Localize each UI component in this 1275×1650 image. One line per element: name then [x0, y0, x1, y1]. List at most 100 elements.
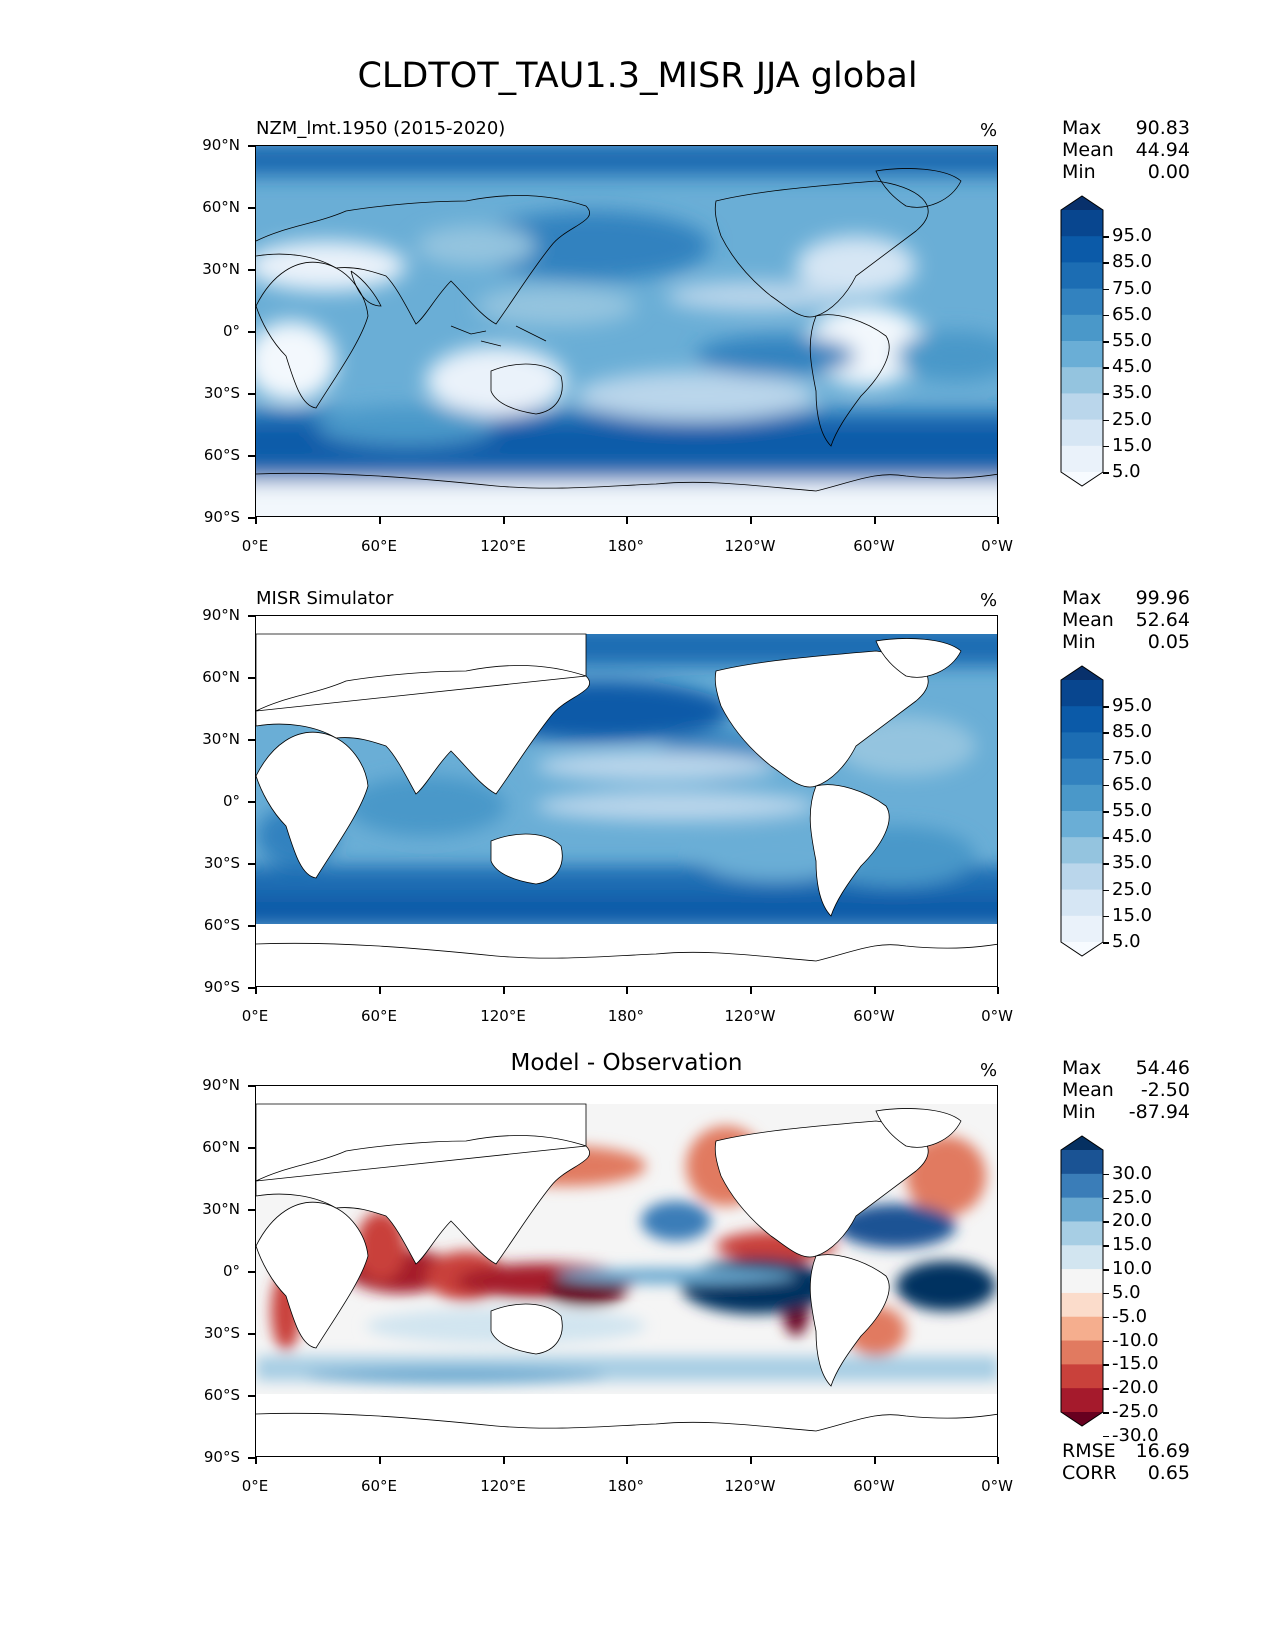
y-tick-mark — [248, 1085, 255, 1087]
x-tick-mark — [255, 987, 257, 994]
y-tick-mark — [248, 269, 255, 271]
x-tick-mark — [626, 517, 628, 524]
colorbar-tick-label: 85.0 — [1112, 251, 1153, 273]
colorbar-tick-label: 75.0 — [1112, 747, 1153, 769]
colorbar-segment — [1061, 288, 1103, 316]
colorbar-tick-label: 65.0 — [1112, 303, 1153, 325]
colorbar-segment — [1061, 1364, 1103, 1389]
colorbar-segment — [1061, 314, 1103, 342]
y-tick-label: 30°N — [202, 260, 240, 278]
stat-label: Max — [1062, 117, 1102, 139]
y-tick-label: 0° — [222, 792, 240, 810]
colorbar-tick-mark — [1103, 367, 1109, 369]
model-map — [255, 145, 998, 517]
y-tick-label: 0° — [222, 322, 240, 340]
colorbar-tick-label: 75.0 — [1112, 277, 1153, 299]
x-tick-label: 120°E — [480, 1007, 526, 1025]
colorbar-tick-mark — [1103, 1316, 1109, 1319]
stat-label: CORR — [1062, 1462, 1117, 1484]
observation-panel: MISR Simulator % — [0, 580, 1275, 1025]
colorbar-tick-mark — [1103, 393, 1109, 395]
stat-label: Min — [1062, 631, 1096, 653]
colorbar-tick-mark — [1103, 706, 1109, 708]
colorbar-segment — [1061, 236, 1103, 263]
y-tick-label: 60°N — [202, 198, 240, 216]
colorbar-tick-mark — [1103, 1435, 1109, 1438]
colorbar-segment — [1061, 1292, 1103, 1318]
stat-value: 54.46 — [1135, 1057, 1190, 1079]
colorbar-tick-label: 5.0 — [1112, 931, 1141, 952]
y-tick-label: 30°S — [203, 1324, 240, 1342]
x-tick-label: 120°W — [724, 1477, 776, 1495]
colorbar-tick-label: 55.0 — [1112, 800, 1153, 821]
colorbar-segment — [1061, 1245, 1103, 1270]
panel-title: Model - Observation — [510, 1050, 743, 1076]
colorbar-segment — [1061, 732, 1103, 760]
colorbar-tick-mark — [1103, 1197, 1109, 1200]
x-tick-label: 120°E — [480, 537, 526, 555]
colorbar-segment — [1061, 1173, 1103, 1199]
colorbar-segment — [1061, 1269, 1103, 1294]
colorbar-tick-mark — [1103, 1340, 1109, 1343]
stat-value: 16.69 — [1135, 1440, 1190, 1462]
stat-value: 0.65 — [1147, 1462, 1190, 1484]
x-tick-label: 180° — [607, 537, 645, 555]
x-tick-mark — [503, 987, 505, 994]
colorbar-segment — [1061, 889, 1103, 917]
y-tick-label: 30°S — [203, 854, 240, 872]
stat-value: 52.64 — [1135, 609, 1190, 631]
y-tick-mark — [248, 801, 255, 803]
x-tick-label: 0°W — [981, 1477, 1013, 1495]
observation-map — [255, 615, 998, 987]
colorbar-tick-label: 45.0 — [1112, 826, 1153, 848]
y-tick-label: 30°N — [202, 1200, 240, 1218]
x-tick-mark — [379, 1457, 381, 1464]
x-tick-label: 60°W — [853, 1007, 895, 1025]
colorbar-tick-label: -15.0 — [1112, 1353, 1159, 1375]
y-tick-mark — [248, 1395, 255, 1397]
colorbar-segment — [1061, 1340, 1103, 1365]
x-tick-mark — [255, 1457, 257, 1464]
y-tick-label: 30°S — [203, 384, 240, 402]
y-tick-mark — [248, 615, 255, 617]
x-tick-label: 180° — [607, 1477, 645, 1495]
x-tick-mark — [503, 517, 505, 524]
colorbar-segment — [1061, 419, 1103, 447]
colorbar-segment — [1061, 210, 1103, 237]
colorbar-tick-mark — [1103, 732, 1109, 734]
colorbar-tick-mark — [1103, 915, 1109, 918]
colorbar-tick-mark — [1103, 1221, 1109, 1223]
colorbar-extend-min — [1061, 1412, 1103, 1426]
difference-panel: Model - Observation % — [0, 1050, 1275, 1495]
y-tick-mark — [248, 863, 255, 865]
colorbar-tick-mark — [1103, 288, 1109, 291]
colorbar-tick-label: -20.0 — [1112, 1377, 1159, 1399]
colorbar-segment — [1061, 367, 1103, 394]
y-tick-label: 60°S — [203, 916, 240, 934]
colorbar-tick-mark — [1103, 314, 1109, 317]
stat-label: RMSE — [1062, 1440, 1116, 1462]
stats-block: Max 54.46 Mean -2.50 Min -87.94 — [1062, 1057, 1190, 1123]
stat-value: 44.94 — [1135, 139, 1190, 161]
x-tick-mark — [997, 1457, 999, 1464]
y-tick-mark — [248, 455, 255, 457]
colorbar-tick-mark — [1103, 419, 1109, 422]
stats-block: Max 99.96 Mean 52.64 Min 0.05 — [1062, 587, 1190, 653]
x-tick-mark — [997, 517, 999, 524]
x-tick-mark — [874, 517, 876, 524]
colorbar-tick-mark — [1103, 1388, 1109, 1390]
colorbar-extend-max — [1061, 666, 1103, 680]
colorbar-segment — [1061, 758, 1103, 786]
colorbar-segment — [1061, 1316, 1103, 1342]
x-tick-mark — [379, 987, 381, 994]
colorbar-tick-label: 85.0 — [1112, 721, 1153, 743]
colorbar-tick-mark — [1103, 1412, 1109, 1414]
x-tick-label: 0°W — [981, 1007, 1013, 1025]
colorbar-tick-label: -10.0 — [1112, 1329, 1159, 1351]
x-tick-label: 0°E — [241, 537, 269, 555]
y-tick-label: 0° — [222, 1262, 240, 1280]
x-tick-label: 0°E — [241, 1007, 269, 1025]
x-tick-label: 60°W — [853, 537, 895, 555]
y-tick-label: 30°N — [202, 730, 240, 748]
colorbar-tick-mark — [1103, 262, 1109, 264]
